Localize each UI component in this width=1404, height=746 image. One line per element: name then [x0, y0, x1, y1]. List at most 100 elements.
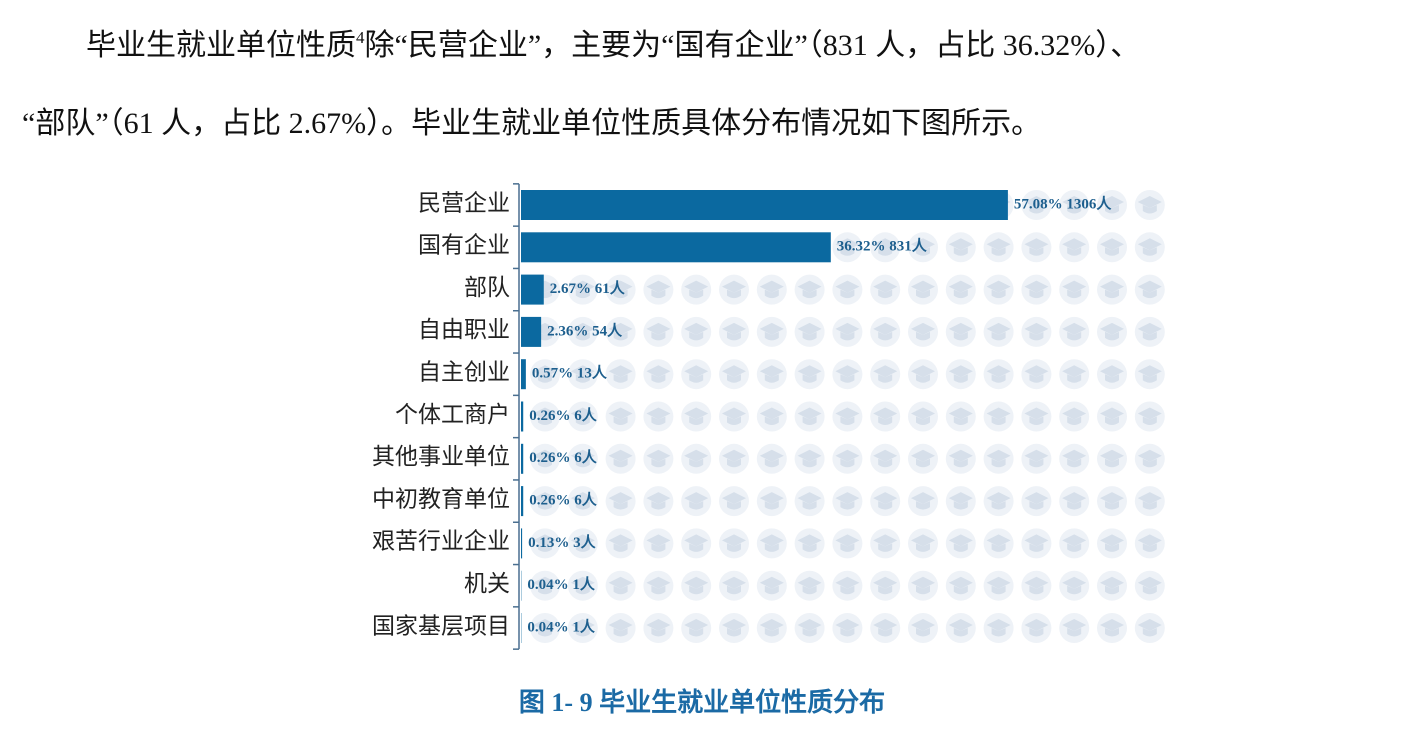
icon-cap: [1105, 289, 1119, 299]
icon-cap: [835, 534, 860, 547]
icon-cap: [840, 331, 855, 341]
icon-cap: [613, 374, 628, 383]
icon-cap: [764, 543, 779, 552]
icon-cap: [646, 449, 671, 462]
icon-cap: [953, 289, 968, 299]
cap-icon: [1021, 316, 1052, 347]
icon-cap: [1105, 247, 1119, 256]
cap-icon: [1134, 274, 1165, 305]
icon-cap: [1137, 534, 1162, 547]
cap-icon: [983, 401, 1014, 432]
cap-icon: [530, 359, 560, 390]
cap-icon: [983, 232, 1014, 263]
icon-cap: [759, 619, 784, 631]
icon-cap: [911, 322, 935, 335]
icon-cap: [570, 407, 595, 420]
icon-cap: [1029, 458, 1044, 468]
icon-cap: [646, 365, 671, 378]
icon-cap: [986, 619, 1011, 631]
icon-cap: [689, 458, 704, 468]
cap-icon: [643, 401, 674, 432]
icon-cap: [911, 576, 935, 589]
icon-cap: [1024, 576, 1049, 589]
icon-cap: [1100, 407, 1124, 420]
icon-cap: [764, 458, 779, 468]
icon-cap: [1137, 449, 1162, 462]
cap-icon: [870, 486, 901, 517]
cap-icon: [1134, 232, 1165, 263]
cap-icon: [983, 359, 1014, 390]
cap-icon: [530, 401, 560, 432]
icon-cap: [1067, 331, 1082, 341]
cap-icon: [870, 401, 901, 432]
text: 毕业生就业单位性质: [86, 29, 356, 62]
cap-icon: [870, 359, 901, 390]
icon-cap: [835, 238, 860, 251]
cap-icon: [681, 274, 712, 305]
icon-cap: [953, 458, 968, 468]
icon-cap: [873, 238, 898, 251]
icon-cap: [1062, 407, 1087, 420]
icon-cap: [802, 628, 817, 637]
icon-cap: [1067, 247, 1082, 256]
icon-cap: [873, 322, 898, 335]
cap-icon: [567, 316, 598, 347]
icon-cap: [684, 449, 709, 462]
cap-icon: [1134, 190, 1165, 220]
category-label: 艰苦行业企业: [372, 529, 510, 554]
icon-cap: [538, 501, 552, 510]
icon-cap: [1105, 628, 1119, 637]
icon-cap: [613, 458, 628, 468]
icon-cap: [953, 416, 968, 425]
cap-icon: [756, 316, 787, 347]
icon-cap: [916, 289, 930, 299]
cap-icon: [945, 570, 976, 601]
icon-cap: [878, 501, 893, 510]
icon-cap: [727, 289, 741, 299]
cap-icon: [908, 570, 938, 601]
footnote-mark: 4: [356, 28, 365, 47]
cap-icon: [1097, 570, 1127, 601]
icon-cap: [538, 416, 552, 425]
cap-icon: [643, 570, 674, 601]
icon-cap: [916, 331, 930, 341]
value-label: 36.32% 831人: [837, 238, 928, 255]
cap-icon: [605, 570, 636, 601]
cap-icon: [945, 528, 976, 559]
icon-cap: [878, 289, 893, 299]
icon-cap: [646, 619, 671, 631]
cap-icon: [983, 613, 1014, 643]
icon-cap: [764, 331, 779, 341]
cap-icon: [1097, 613, 1127, 643]
icon-cap: [684, 534, 709, 547]
icon-cap: [1137, 238, 1162, 251]
icon-cap: [1062, 365, 1087, 378]
icon-cap: [684, 492, 709, 505]
icon-cap: [840, 374, 855, 383]
cap-icon: [719, 401, 749, 432]
icon-cap: [802, 543, 817, 552]
cap-icon: [1021, 486, 1052, 517]
icon-cap: [1137, 196, 1162, 208]
cap-icon: [719, 486, 749, 517]
icon-cap: [722, 534, 746, 547]
icon-cap: [1142, 205, 1157, 214]
icon-cap: [538, 628, 552, 637]
category-label: 自主创业: [418, 359, 510, 384]
icon-cap: [1142, 501, 1157, 510]
icon-cap: [1024, 534, 1049, 547]
icon-cap: [722, 576, 746, 589]
icon-cap: [651, 458, 666, 468]
icon-cap: [948, 238, 973, 251]
icon-cap: [916, 628, 930, 637]
icon-cap: [570, 534, 595, 547]
cap-icon: [756, 443, 787, 474]
cap-icon: [530, 613, 560, 643]
icon-cap: [684, 365, 709, 378]
value-label: 57.08% 1306人: [1014, 195, 1112, 212]
cap-icon: [983, 274, 1014, 305]
icon-cap: [1067, 543, 1082, 552]
icon-cap: [1067, 458, 1082, 468]
icon-cap: [835, 365, 860, 378]
cap-icon: [567, 401, 598, 432]
